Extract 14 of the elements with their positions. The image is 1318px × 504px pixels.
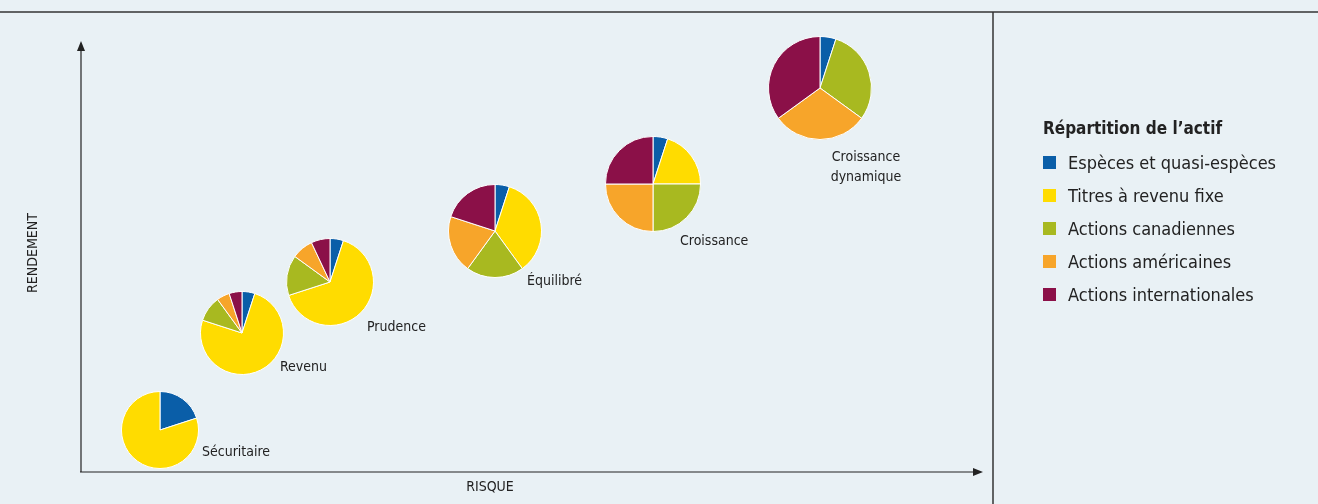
text: RENDEMENT bbox=[24, 212, 40, 295]
category-label: Titres à revenu fixe bbox=[1068, 185, 1224, 206]
text: Croissance bbox=[680, 231, 749, 250]
category-label: Espèces et quasi-espèces bbox=[1068, 152, 1277, 173]
text: Revenu bbox=[280, 357, 328, 376]
text: Sécuritaire bbox=[202, 442, 271, 461]
legend-title: Répartition de l’actif bbox=[1043, 118, 1224, 138]
category-label: Actions internationales bbox=[1068, 284, 1254, 305]
category-label: Actions canadiennes bbox=[1068, 218, 1235, 239]
text: Croissance dynamique bbox=[829, 147, 903, 186]
text: RISQUE bbox=[465, 478, 515, 494]
category-label: Actions américaines bbox=[1068, 251, 1232, 272]
text: Prudence bbox=[367, 317, 426, 336]
text: Équilibré bbox=[527, 271, 583, 290]
